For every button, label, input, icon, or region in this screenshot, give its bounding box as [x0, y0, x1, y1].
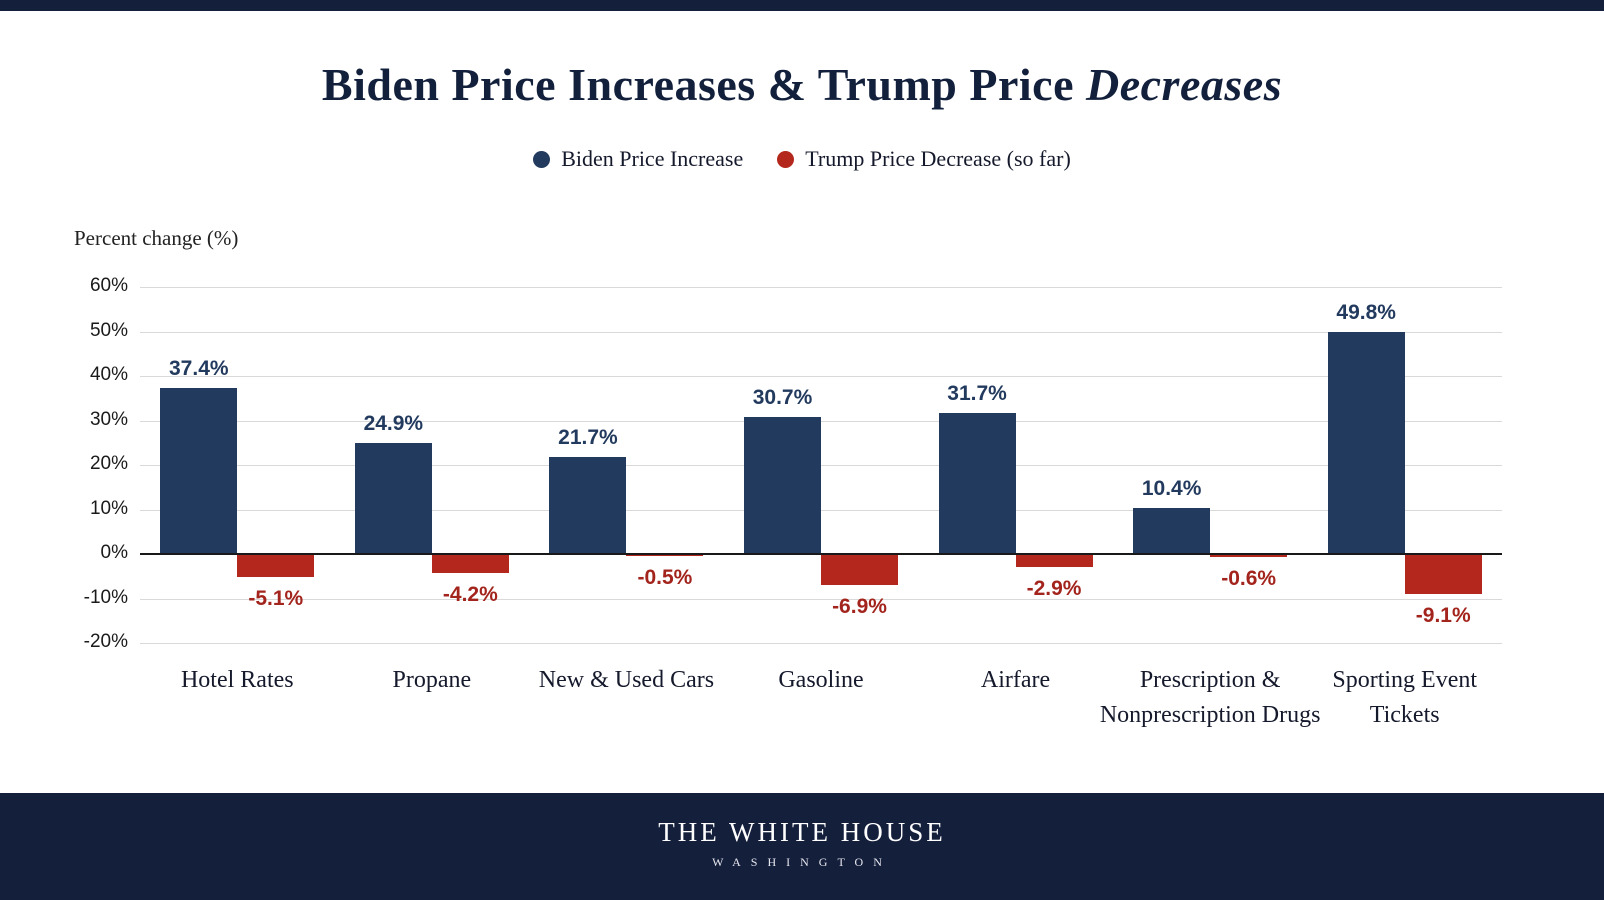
trump-value-label: -2.9%	[1026, 576, 1082, 600]
biden-value-label: 49.8%	[1336, 301, 1396, 325]
trump-bar	[1404, 554, 1482, 595]
legend-item: Trump Price Decrease (so far)	[777, 146, 1071, 172]
gridline	[140, 509, 1502, 511]
biden-value-label: 31.7%	[947, 381, 1007, 405]
trump-value-label: -0.5%	[637, 566, 693, 590]
gridline	[140, 331, 1502, 333]
y-tick-label: -20%	[83, 631, 128, 652]
biden-value-label: 30.7%	[752, 386, 813, 410]
trump-value-label: -5.1%	[248, 586, 304, 610]
biden-value-label: 24.9%	[363, 412, 424, 436]
biden-bar	[354, 443, 432, 554]
trump-value-label: -6.9%	[832, 594, 887, 618]
x-axis-line	[140, 553, 1502, 555]
gridline	[140, 598, 1502, 600]
y-tick-label: 50%	[89, 319, 128, 341]
trump-bar	[237, 554, 315, 577]
gridline	[140, 643, 1502, 644]
biden-bar	[549, 457, 627, 554]
biden-legend-dot-icon	[533, 150, 551, 168]
footer-wordmark: THE WHITE HOUSE	[658, 817, 946, 847]
legend-label: Trump Price Decrease (so far)	[805, 146, 1071, 171]
biden-bar	[938, 412, 1016, 554]
gridline	[140, 420, 1502, 422]
chart-title-main: Biden Price Increases & Trump Price	[321, 59, 1086, 110]
y-tick-label: 20%	[89, 453, 128, 474]
trump-bar	[821, 554, 898, 585]
trump-bar	[1015, 554, 1093, 567]
trump-bar	[626, 554, 704, 557]
category-label: Sporting Event Tickets	[1332, 667, 1478, 728]
footer-washington: WASHINGTON	[712, 855, 892, 869]
chart-title-italic: Decreases	[1086, 59, 1283, 110]
y-tick-label: 10%	[89, 497, 128, 519]
category-label: Airfare	[980, 667, 1051, 693]
y-axis-ticks: 60% 50% 40% 30% 20% 10% 0% -10% -20%	[0, 275, 128, 652]
gridline	[140, 376, 1502, 377]
y-tick-label: 60%	[89, 275, 128, 296]
biden-value-label: 10.4%	[1141, 476, 1202, 500]
legend-label: Biden Price Increase	[561, 146, 744, 171]
footer: THE WHITE HOUSE WASHINGTON	[0, 793, 1604, 900]
trump-value-label: -9.1%	[1415, 604, 1471, 628]
biden-bar	[160, 387, 238, 554]
legend-item: Biden Price Increase	[533, 146, 743, 172]
gridline	[140, 465, 1502, 466]
trump-value-label: -0.6%	[1221, 566, 1277, 590]
top-accent-bar	[0, 0, 1604, 11]
biden-bar	[1327, 332, 1405, 554]
trump-legend-dot-icon	[777, 150, 795, 168]
category-label: Gasoline	[778, 667, 864, 693]
trump-bar	[1210, 554, 1288, 557]
y-axis-label: Percent change (%)	[74, 226, 239, 250]
y-tick-label: -10%	[83, 586, 128, 608]
biden-bar	[1133, 507, 1211, 554]
category-label: Hotel Rates	[180, 667, 294, 693]
y-tick-label: 0%	[100, 542, 128, 563]
trump-bar	[431, 554, 509, 573]
bar-chart-plot-area: 37.4% -5.1% 24.9% -4.2% 21.7% -0.5% 30.7% -6.9%…	[140, 287, 1502, 644]
category-label: Prescription & Nonprescription Drugs	[1099, 667, 1321, 728]
biden-bar	[744, 417, 821, 554]
trump-value-label: -4.2%	[442, 582, 498, 606]
category-label: Propane	[392, 667, 472, 693]
chart-legend: Biden Price Increase Trump Price Decrease…	[0, 146, 1604, 172]
chart-title: Biden Price Increases & Trump Price Decr…	[0, 58, 1604, 111]
category-label: New & Used Cars	[538, 667, 715, 693]
gridline	[140, 287, 1502, 288]
y-tick-label: 30%	[89, 408, 128, 430]
biden-value-label: 21.7%	[558, 426, 618, 450]
y-tick-label: 40%	[89, 364, 128, 385]
biden-value-label: 37.4%	[169, 356, 229, 380]
